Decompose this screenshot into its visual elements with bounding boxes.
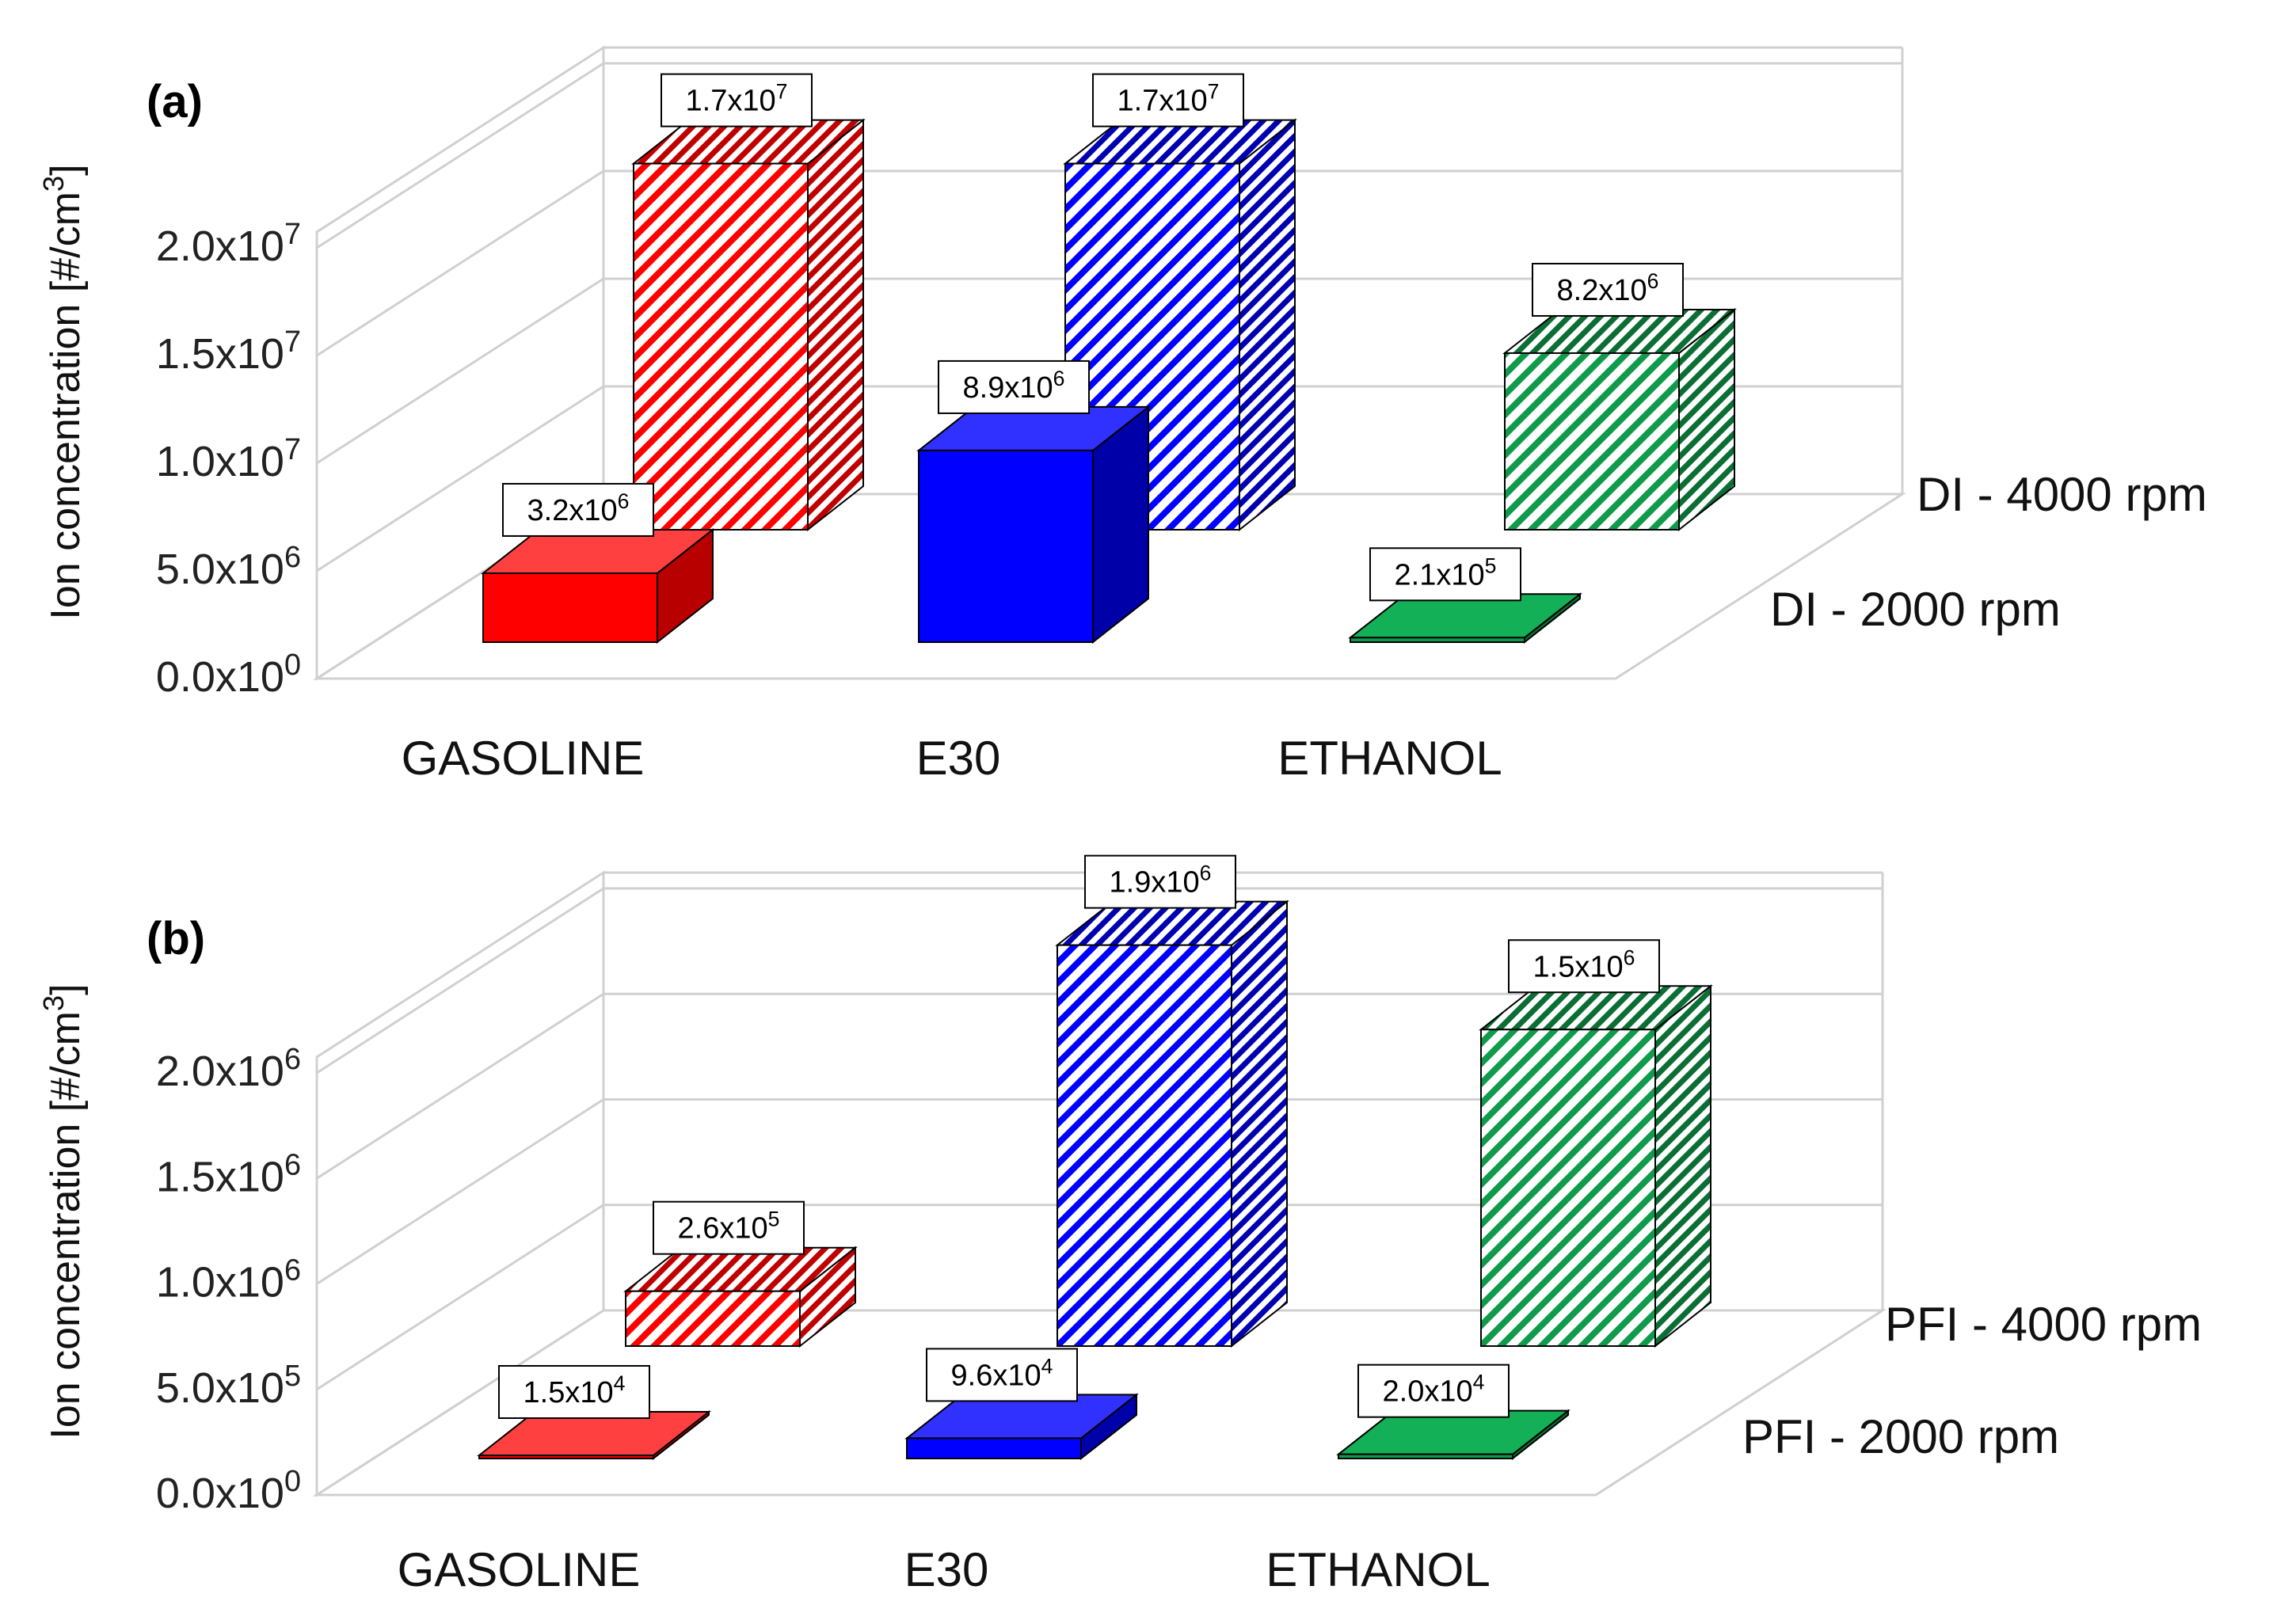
- data-label: 1.5x104: [498, 1365, 650, 1419]
- x-category-label: GASOLINE: [398, 1543, 641, 1596]
- gridline: [316, 277, 1902, 465]
- data-label-text: 1.7x107: [1117, 80, 1220, 118]
- data-label-box: [498, 1365, 650, 1419]
- data-label-box: [926, 1348, 1078, 1402]
- data-label-text: 8.9x106: [963, 367, 1065, 405]
- data-label-box: [1092, 73, 1244, 127]
- x-category-label: E30: [904, 1543, 989, 1596]
- data-label-text: 1.5x104: [524, 1371, 626, 1409]
- y-tick-label: 1.5x107: [156, 325, 301, 378]
- data-label-text: 3.2x106: [527, 489, 630, 527]
- gridline: [316, 385, 1902, 572]
- bar-pfi-4000-rpm-e30: [1055, 899, 1289, 1348]
- data-label-box: [653, 1200, 805, 1255]
- data-label-box: [502, 482, 654, 537]
- bar-pfi-4000-rpm-gasoline: [623, 1246, 858, 1348]
- bar-pfi-2000-rpm-ethanol: [1336, 1409, 1571, 1461]
- data-label: 8.9x106: [938, 359, 1090, 414]
- bar-front: [625, 1290, 801, 1347]
- y-axis-label: Ion concentration [#/cm3]: [37, 983, 89, 1439]
- data-label-box: [938, 359, 1090, 414]
- gridline: [316, 992, 1883, 1180]
- x-category-label: GASOLINE: [402, 732, 645, 785]
- data-label-text: 2.0x104: [1383, 1371, 1485, 1409]
- chart-panel-a: 0.0x100 5.0x106 1.0x107 1.5x107 2.0x107 Ion c…: [37, 45, 2207, 785]
- bar-side: [1654, 984, 1711, 1348]
- y-tick-label: 1.5x106: [156, 1148, 301, 1200]
- gridline: [316, 1098, 1883, 1285]
- data-label: 9.6x104: [926, 1348, 1078, 1402]
- bar-front: [1338, 1453, 1513, 1460]
- chart-panel-b: 0.0x100 5.0x105 1.0x106 1.5x106 2.0x106 Ion c…: [37, 854, 2202, 1596]
- data-label: 3.2x106: [502, 482, 654, 537]
- data-label-text: 1.7x107: [686, 80, 788, 118]
- x-category-label: ETHANOL: [1266, 1543, 1490, 1596]
- y-tick-label: 2.0x106: [156, 1043, 301, 1095]
- bar-side: [807, 118, 864, 532]
- data-label-text: 1.9x106: [1110, 861, 1212, 899]
- gridline: [316, 1204, 1883, 1391]
- series-label: PFI - 2000 rpm: [1742, 1410, 2059, 1463]
- bar-di-2000-rpm-gasoline: [481, 527, 715, 645]
- data-label-box: [1508, 939, 1660, 994]
- data-label-text: 9.6x104: [951, 1354, 1053, 1392]
- bar-side: [1239, 118, 1296, 532]
- bar-pfi-2000-rpm-e30: [904, 1393, 1139, 1461]
- y-tick-label: 0.0x100: [156, 1465, 301, 1517]
- gridline: [316, 62, 1902, 249]
- bar-di-2000-rpm-ethanol: [1348, 592, 1582, 645]
- bar-front: [633, 162, 809, 531]
- bar-pfi-2000-rpm-gasoline: [477, 1409, 711, 1461]
- panel-label: (b): [147, 913, 205, 964]
- bar-front: [1057, 944, 1232, 1348]
- bar-side: [1231, 899, 1288, 1348]
- bar-pfi-4000-rpm-ethanol: [1479, 984, 1713, 1348]
- data-label: 8.2x106: [1532, 262, 1684, 317]
- series-label: PFI - 4000 rpm: [1885, 1298, 2202, 1351]
- x-category-label: E30: [916, 732, 1001, 785]
- y-tick-label: 5.0x106: [156, 541, 301, 593]
- x-category-label: ETHANOL: [1277, 732, 1502, 785]
- panel-label: (a): [147, 76, 203, 127]
- gridline: [316, 169, 1902, 357]
- bar-front: [1480, 1029, 1656, 1347]
- data-label-box: [1532, 262, 1684, 317]
- data-label: 2.6x105: [653, 1200, 805, 1255]
- bar-front: [906, 1437, 1082, 1460]
- data-label: 2.0x104: [1357, 1363, 1510, 1418]
- data-label-text: 2.6x105: [678, 1208, 780, 1246]
- data-label-text: 1.5x106: [1533, 945, 1635, 983]
- bar-di-2000-rpm-e30: [916, 405, 1151, 645]
- data-label-text: 2.1x105: [1395, 553, 1497, 591]
- bar-front: [482, 572, 658, 644]
- data-label-text: 8.2x106: [1557, 269, 1659, 307]
- data-label: 1.7x107: [1092, 73, 1244, 127]
- series-label: DI - 2000 rpm: [1770, 583, 2061, 636]
- bar-front: [918, 449, 1094, 643]
- data-label: 1.5x106: [1508, 939, 1660, 994]
- y-axis-label: Ion concentration [#/cm3]: [37, 164, 89, 619]
- data-label-box: [1084, 854, 1236, 909]
- bar-front: [1350, 637, 1525, 644]
- data-label-box: [1369, 547, 1521, 602]
- data-label-box: [1357, 1363, 1510, 1418]
- gridline: [316, 887, 1883, 1074]
- y-tick-label: 1.0x106: [156, 1254, 301, 1306]
- data-label-box: [661, 73, 813, 127]
- bar-front: [1504, 352, 1680, 531]
- series-label: DI - 4000 rpm: [1917, 468, 2207, 521]
- bar-di-4000-rpm-ethanol: [1502, 307, 1737, 532]
- y-tick-label: 1.0x107: [156, 433, 301, 485]
- y-tick-label: 0.0x100: [156, 648, 301, 701]
- data-label: 2.1x105: [1369, 547, 1521, 602]
- bar-di-4000-rpm-gasoline: [631, 118, 866, 532]
- data-label: 1.7x107: [661, 73, 813, 127]
- data-label: 1.9x106: [1084, 854, 1236, 909]
- y-tick-label: 2.0x107: [156, 218, 301, 270]
- bar-front: [478, 1455, 654, 1459]
- y-tick-label: 5.0x105: [156, 1360, 301, 1412]
